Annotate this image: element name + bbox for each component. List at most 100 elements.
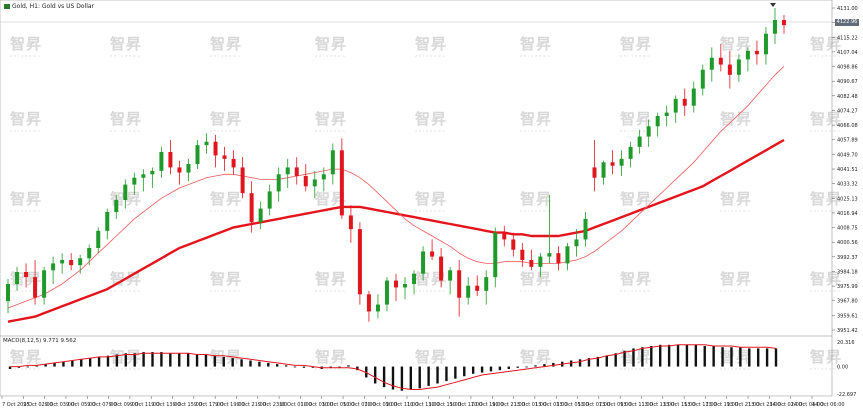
macd-histogram-bar: [169, 353, 172, 367]
time-axis-label: 13 Oct 23:00: [748, 402, 781, 408]
price-axis-label: 3959.61: [837, 313, 858, 319]
macd-histogram-bar: [703, 346, 706, 367]
candle-body: [186, 164, 191, 173]
candle-body: [529, 260, 534, 267]
scroll-marker-icon[interactable]: [770, 3, 776, 7]
candle-body: [475, 285, 480, 291]
price-axis-label: 4098.86: [837, 65, 858, 71]
plot-border: [0, 0, 833, 336]
price-axis-label: 4074.27: [837, 108, 858, 114]
candle-body: [610, 162, 615, 166]
macd-histogram-bar: [106, 355, 110, 367]
macd-histogram-bar: [267, 362, 270, 367]
candle-body: [403, 284, 408, 288]
candle-body: [330, 150, 335, 175]
time-axis-label: 9 Oct 05:00: [66, 402, 95, 408]
price-axis-label: 3967.80: [837, 299, 858, 305]
candle-body: [682, 98, 687, 106]
macd-panel[interactable]: 20.316 0.00 -22.697: [0, 336, 863, 396]
time-axis-label: 9 Oct 15:00: [173, 402, 202, 408]
time-axis-label: 13 Oct 17:00: [684, 402, 717, 408]
macd-histogram-bar: [151, 352, 154, 367]
candle-body: [511, 239, 516, 250]
candle-body: [177, 167, 182, 173]
macd-histogram-bar: [436, 366, 439, 384]
candle-body: [51, 263, 56, 271]
macd-border: [0, 336, 833, 396]
macd-histogram-bar: [641, 347, 644, 367]
macd-histogram-bar: [463, 366, 466, 377]
price-axis-label: 4082.48: [837, 94, 858, 100]
macd-histogram-bar: [258, 361, 261, 367]
price-chart[interactable]: 4131.004123.964115.224107.044098.864090.…: [0, 0, 863, 336]
candle-body: [276, 174, 281, 192]
candle-body: [141, 174, 146, 178]
candle-body: [60, 260, 65, 264]
time-axis-label: 10 Oct 05:00: [322, 402, 355, 408]
candle-body: [448, 270, 453, 281]
time-axis-label: 14 Oct 04:00: [791, 402, 824, 408]
macd-axis-label: 20.316: [837, 340, 855, 346]
macd-histogram-bar: [445, 366, 448, 382]
macd-histogram-bar: [249, 360, 252, 367]
time-axis-label: 14 Oct 02:00: [769, 402, 802, 408]
time-axis-label: 10 Oct 07:00: [343, 402, 376, 408]
candle-body: [565, 246, 570, 264]
candle-body: [15, 272, 20, 284]
candle-body: [132, 177, 137, 185]
price-axis-label: 4016.94: [837, 211, 858, 217]
price-axis-label: 3984.18: [837, 269, 858, 275]
macd-histogram-bar: [80, 359, 83, 367]
macd-histogram-bar: [427, 366, 430, 386]
candle-body: [96, 230, 101, 248]
candle-body: [267, 191, 272, 209]
macd-histogram-bar: [213, 355, 217, 367]
candle-body: [412, 273, 417, 284]
time-axis-label: 10 Oct 15:00: [428, 402, 461, 408]
candle-body: [375, 304, 380, 312]
macd-histogram-bar: [62, 361, 65, 367]
macd-histogram-bar: [721, 347, 724, 367]
candle-body: [312, 179, 317, 187]
macd-histogram-bar: [329, 366, 332, 368]
macd-histogram-bar: [178, 353, 181, 367]
macd-histogram-bar: [204, 354, 208, 367]
candle-body: [357, 229, 362, 295]
price-axis-label: 4000.56: [837, 240, 858, 246]
candle-body: [258, 208, 263, 223]
candle-body: [348, 215, 353, 230]
macd-histogram-bar: [160, 352, 163, 367]
macd-histogram-bar: [26, 366, 30, 368]
candle-body: [24, 272, 29, 278]
chart-title-text: Gold, H1: Gold vs US Dollar: [12, 3, 95, 10]
candle-body: [655, 116, 660, 127]
macd-histogram-bar: [293, 366, 297, 368]
candle-body: [168, 152, 173, 168]
macd-histogram-bar: [240, 359, 243, 367]
candle-body: [709, 57, 714, 70]
candle-body: [457, 270, 462, 298]
candle-body: [502, 232, 507, 240]
time-axis-label: 13 Oct 05:00: [556, 402, 589, 408]
macd-histogram-bar: [623, 350, 626, 367]
candle-body: [69, 260, 74, 266]
macd-histogram-bar: [587, 358, 591, 367]
time-axis-label: 13 Oct 13:00: [641, 402, 674, 408]
macd-histogram-bar: [756, 348, 760, 367]
candle-body: [484, 277, 489, 291]
